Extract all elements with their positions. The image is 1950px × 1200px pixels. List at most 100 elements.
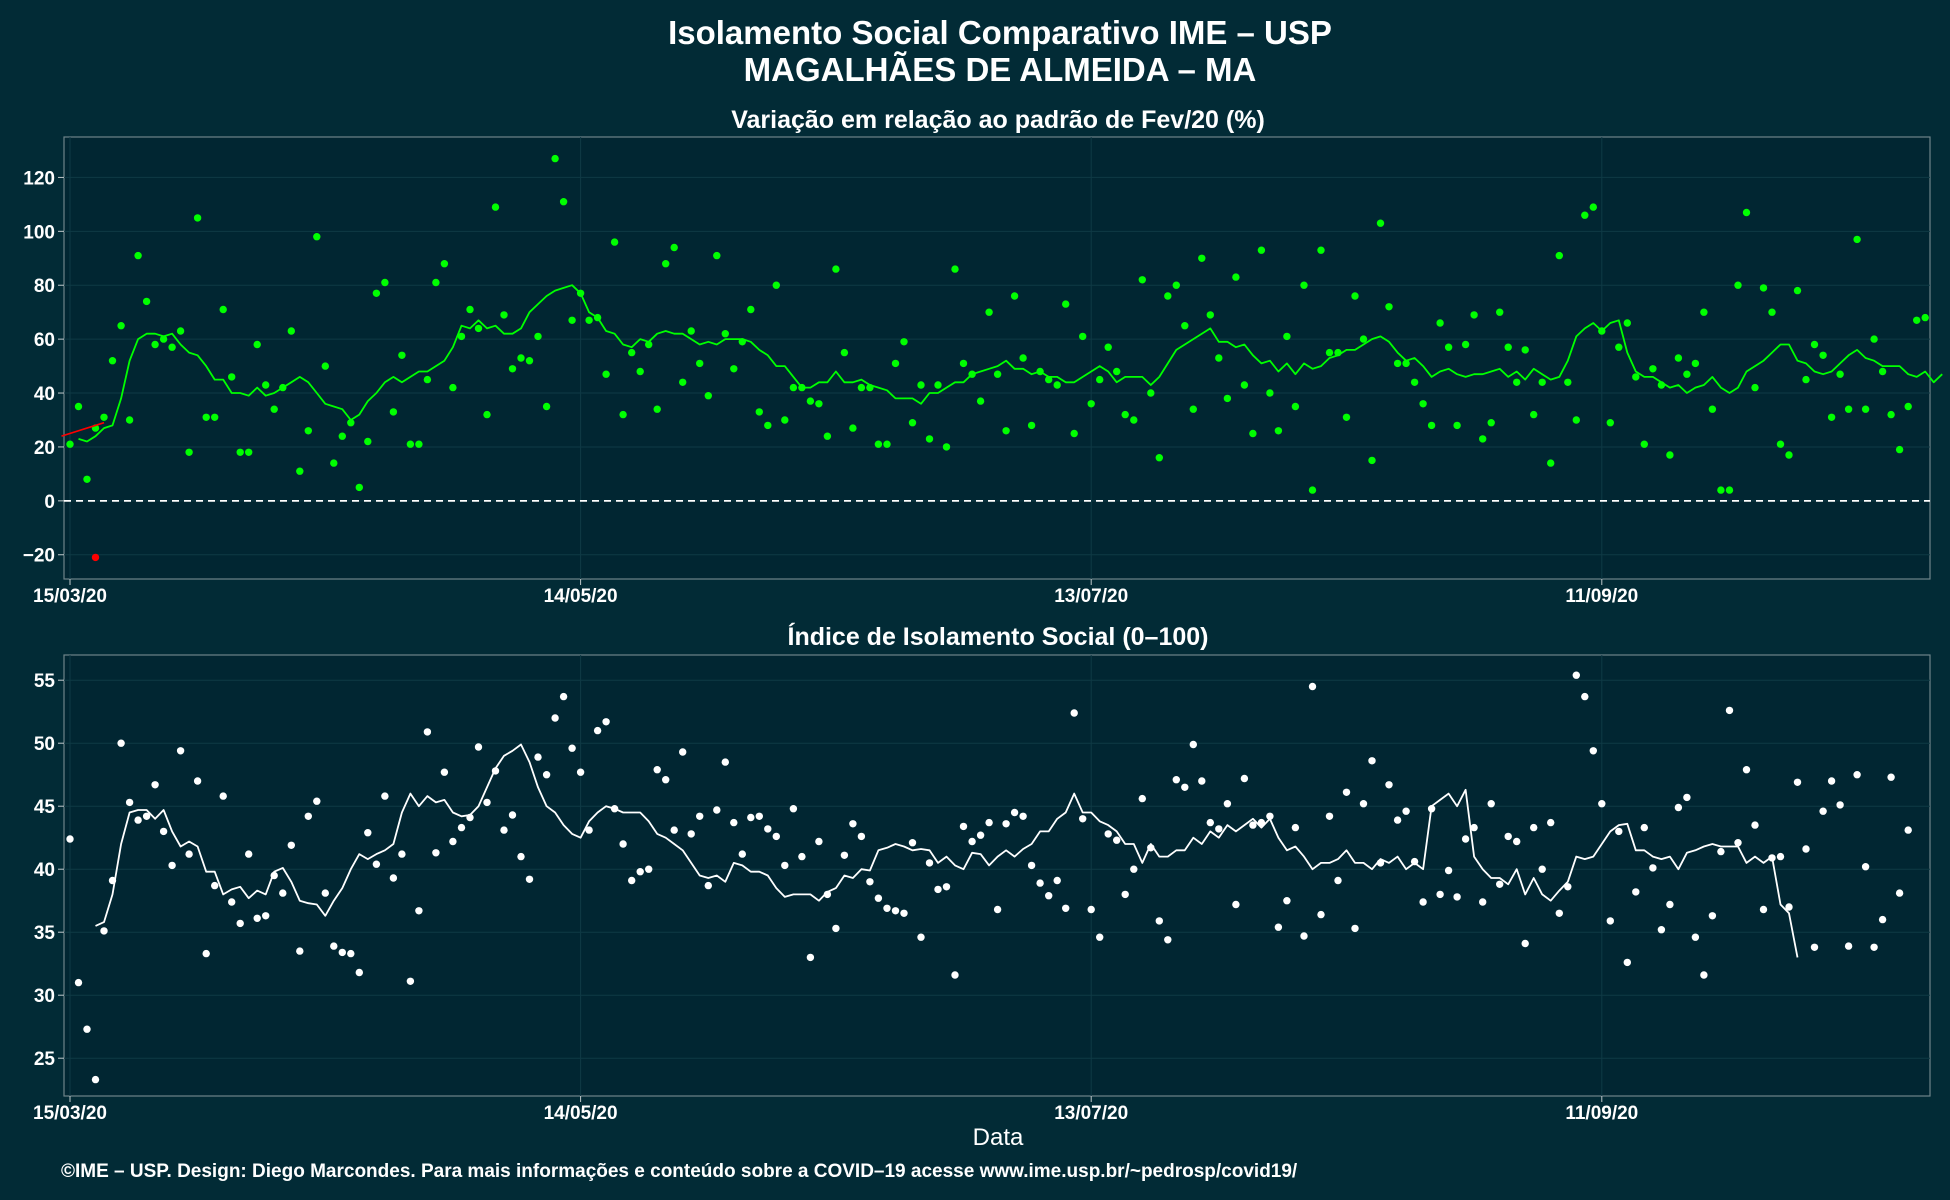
data-point (534, 753, 542, 761)
data-point (883, 904, 891, 912)
data-point (1385, 303, 1393, 311)
data-point (1751, 383, 1759, 392)
data-point (1623, 958, 1632, 967)
y-tick-label: 60 (34, 330, 55, 351)
data-point (951, 971, 959, 979)
data-point (338, 948, 346, 957)
y-tick-label: 50 (34, 734, 55, 755)
data-point (474, 324, 483, 333)
data-point (1138, 794, 1147, 803)
moving-average-line (95, 743, 1799, 958)
data-point (287, 327, 295, 335)
data-point (1921, 313, 1929, 322)
data-point (772, 281, 780, 289)
data-point (1751, 821, 1759, 829)
data-point (83, 1025, 91, 1033)
data-point (1359, 335, 1368, 343)
data-point (1104, 343, 1112, 351)
data-point (1870, 335, 1878, 343)
y-tick-label: 30 (34, 986, 55, 1007)
data-point (925, 859, 934, 867)
data-point (1325, 812, 1334, 820)
data-point (730, 818, 738, 827)
data-point (296, 467, 304, 475)
y-tick-label: 20 (34, 438, 55, 459)
data-point (1844, 942, 1853, 950)
data-point (100, 413, 108, 421)
data-point (457, 332, 466, 341)
data-point (1172, 281, 1181, 289)
y-tick-label: 40 (34, 384, 55, 405)
data-point (525, 357, 534, 365)
data-point (1376, 219, 1385, 227)
data-point (415, 440, 423, 448)
data-point (100, 927, 108, 935)
data-point (1666, 900, 1674, 909)
data-point (1130, 865, 1138, 873)
data-point (151, 781, 159, 789)
data-point (968, 370, 976, 378)
data-point (1010, 292, 1019, 300)
plot-area (63, 654, 1931, 1097)
data-point (253, 914, 261, 922)
data-point (1691, 359, 1700, 368)
data-point (219, 792, 227, 800)
data-point (287, 841, 295, 849)
data-point (168, 861, 176, 870)
data-point (806, 953, 815, 962)
data-point (440, 768, 449, 776)
data-point (704, 881, 712, 890)
data-point (142, 812, 151, 820)
data-point (1181, 322, 1189, 330)
data-point (1045, 375, 1053, 384)
data-point (1606, 419, 1615, 427)
data-point (355, 483, 363, 492)
x-tick-label: 15/03/20 (33, 1103, 107, 1124)
data-point (1002, 820, 1010, 828)
data-point (1717, 486, 1725, 494)
data-point (1913, 316, 1921, 324)
data-point (1657, 381, 1666, 389)
data-point (1053, 381, 1061, 389)
data-point (313, 797, 321, 805)
data-point (840, 851, 849, 859)
data-point (1215, 825, 1223, 833)
data-point (1496, 308, 1504, 316)
data-point (1496, 880, 1504, 888)
data-point (262, 912, 270, 920)
data-point (491, 203, 500, 211)
main-subtitle: MAGALHÃES DE ALMEIDA – MA (744, 51, 1257, 88)
negative-data-point (91, 553, 100, 562)
y-tick-label: 80 (34, 276, 55, 297)
data-point (1700, 971, 1708, 979)
data-point (279, 383, 287, 392)
data-point (1793, 778, 1802, 786)
data-point (193, 214, 202, 222)
data-point (1368, 757, 1376, 765)
data-point (1113, 836, 1121, 844)
data-point (900, 338, 908, 346)
data-point (466, 305, 474, 314)
data-point (406, 977, 415, 985)
data-point (993, 370, 1002, 378)
data-point (900, 909, 908, 917)
data-point (602, 370, 610, 378)
data-point (1155, 454, 1164, 462)
data-point (1189, 405, 1198, 413)
data-point (1734, 839, 1742, 847)
data-point (1027, 861, 1036, 870)
y-tick-label: 100 (23, 222, 55, 243)
data-point (415, 907, 423, 915)
data-point (1836, 370, 1844, 378)
data-point (1479, 435, 1487, 443)
data-point (432, 849, 440, 857)
data-point (1215, 354, 1223, 362)
data-point (645, 340, 653, 349)
data-point (1113, 367, 1121, 376)
data-point (1785, 451, 1793, 459)
data-point (1870, 943, 1878, 951)
panel-variation: −20 0 20 40 60 80 100 120 15/03/20 14/05/20 13/07/… (23, 136, 1943, 607)
data-point (1147, 844, 1155, 852)
data-point (917, 381, 925, 389)
data-point (1470, 823, 1478, 832)
